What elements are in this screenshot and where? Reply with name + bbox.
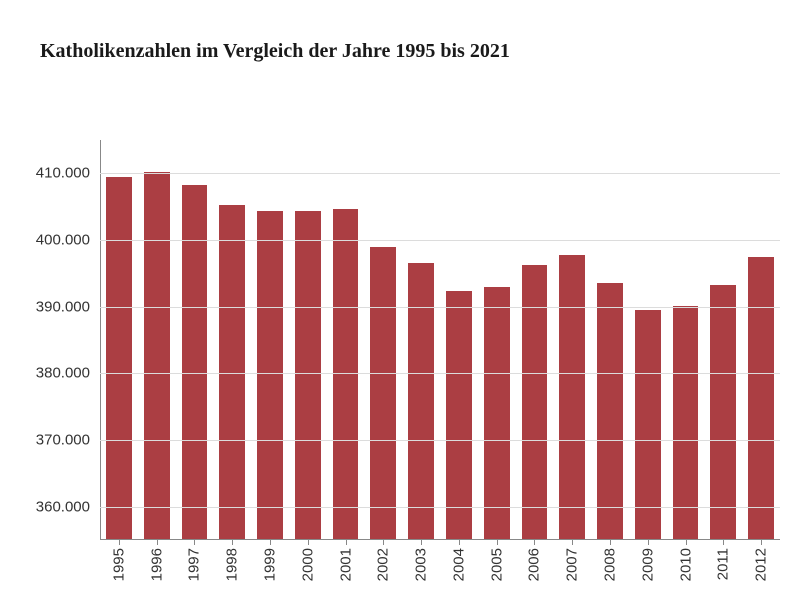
x-tick-mark bbox=[686, 540, 687, 545]
x-tick-mark bbox=[383, 540, 384, 545]
x-tick-mark bbox=[534, 540, 535, 545]
grid-line bbox=[100, 440, 780, 441]
x-tick-mark bbox=[761, 540, 762, 545]
x-axis-line bbox=[100, 539, 780, 540]
x-tick-mark bbox=[610, 540, 611, 545]
chart-container: Katholikenzahlen im Vergleich der Jahre … bbox=[0, 0, 800, 615]
x-tick-label: 1999 bbox=[262, 548, 279, 581]
x-tick-label: 2008 bbox=[602, 548, 619, 581]
x-tick-label: 1998 bbox=[224, 548, 241, 581]
grid-line bbox=[100, 307, 780, 308]
chart-title: Katholikenzahlen im Vergleich der Jahre … bbox=[40, 40, 510, 63]
x-tick-label: 2011 bbox=[715, 548, 732, 580]
x-tick-mark bbox=[270, 540, 271, 545]
x-tick-label: 1995 bbox=[110, 548, 127, 581]
x-tick-label: 2012 bbox=[753, 548, 770, 581]
x-tick-label: 2000 bbox=[299, 548, 316, 581]
x-tick-label: 1996 bbox=[148, 548, 165, 581]
x-tick-mark bbox=[421, 540, 422, 545]
bar bbox=[370, 247, 396, 540]
bar bbox=[597, 283, 623, 540]
bar bbox=[333, 209, 359, 540]
bar bbox=[446, 291, 472, 540]
y-tick-label: 380.000 bbox=[0, 365, 90, 382]
y-tick-label: 410.000 bbox=[0, 165, 90, 182]
x-tick-mark bbox=[308, 540, 309, 545]
x-tick-mark bbox=[459, 540, 460, 545]
grid-line bbox=[100, 240, 780, 241]
bar bbox=[408, 263, 434, 540]
bars-group bbox=[100, 140, 780, 540]
x-tick-label: 1997 bbox=[186, 548, 203, 581]
bar bbox=[484, 287, 510, 540]
bar bbox=[295, 211, 321, 540]
bar bbox=[106, 177, 132, 540]
bar bbox=[559, 255, 585, 540]
x-tick-mark bbox=[723, 540, 724, 545]
bar bbox=[748, 257, 774, 540]
x-tick-label: 2002 bbox=[375, 548, 392, 581]
x-tick-label: 2001 bbox=[337, 548, 354, 581]
x-tick-label: 2005 bbox=[488, 548, 505, 581]
grid-line bbox=[100, 173, 780, 174]
x-tick-label: 2009 bbox=[639, 548, 656, 581]
x-tick-mark bbox=[648, 540, 649, 545]
x-tick-mark bbox=[497, 540, 498, 545]
plot-area: 360.000370.000380.000390.000400.000410.0… bbox=[100, 140, 780, 540]
grid-line bbox=[100, 373, 780, 374]
x-tick-mark bbox=[346, 540, 347, 545]
y-tick-label: 390.000 bbox=[0, 298, 90, 315]
y-tick-label: 360.000 bbox=[0, 498, 90, 515]
x-tick-mark bbox=[119, 540, 120, 545]
x-tick-label: 2010 bbox=[677, 548, 694, 581]
x-tick-mark bbox=[194, 540, 195, 545]
bar bbox=[144, 172, 170, 540]
x-tick-label: 2003 bbox=[413, 548, 430, 581]
bar bbox=[710, 285, 736, 540]
bar bbox=[182, 185, 208, 540]
x-tick-label: 2007 bbox=[564, 548, 581, 581]
bar bbox=[635, 310, 661, 540]
bar bbox=[257, 211, 283, 540]
x-tick-label: 2004 bbox=[450, 548, 467, 581]
y-tick-label: 370.000 bbox=[0, 432, 90, 449]
grid-line bbox=[100, 507, 780, 508]
x-tick-mark bbox=[232, 540, 233, 545]
bar bbox=[673, 306, 699, 540]
x-tick-label: 2006 bbox=[526, 548, 543, 581]
x-tick-mark bbox=[157, 540, 158, 545]
x-tick-mark bbox=[572, 540, 573, 545]
y-tick-label: 400.000 bbox=[0, 232, 90, 249]
